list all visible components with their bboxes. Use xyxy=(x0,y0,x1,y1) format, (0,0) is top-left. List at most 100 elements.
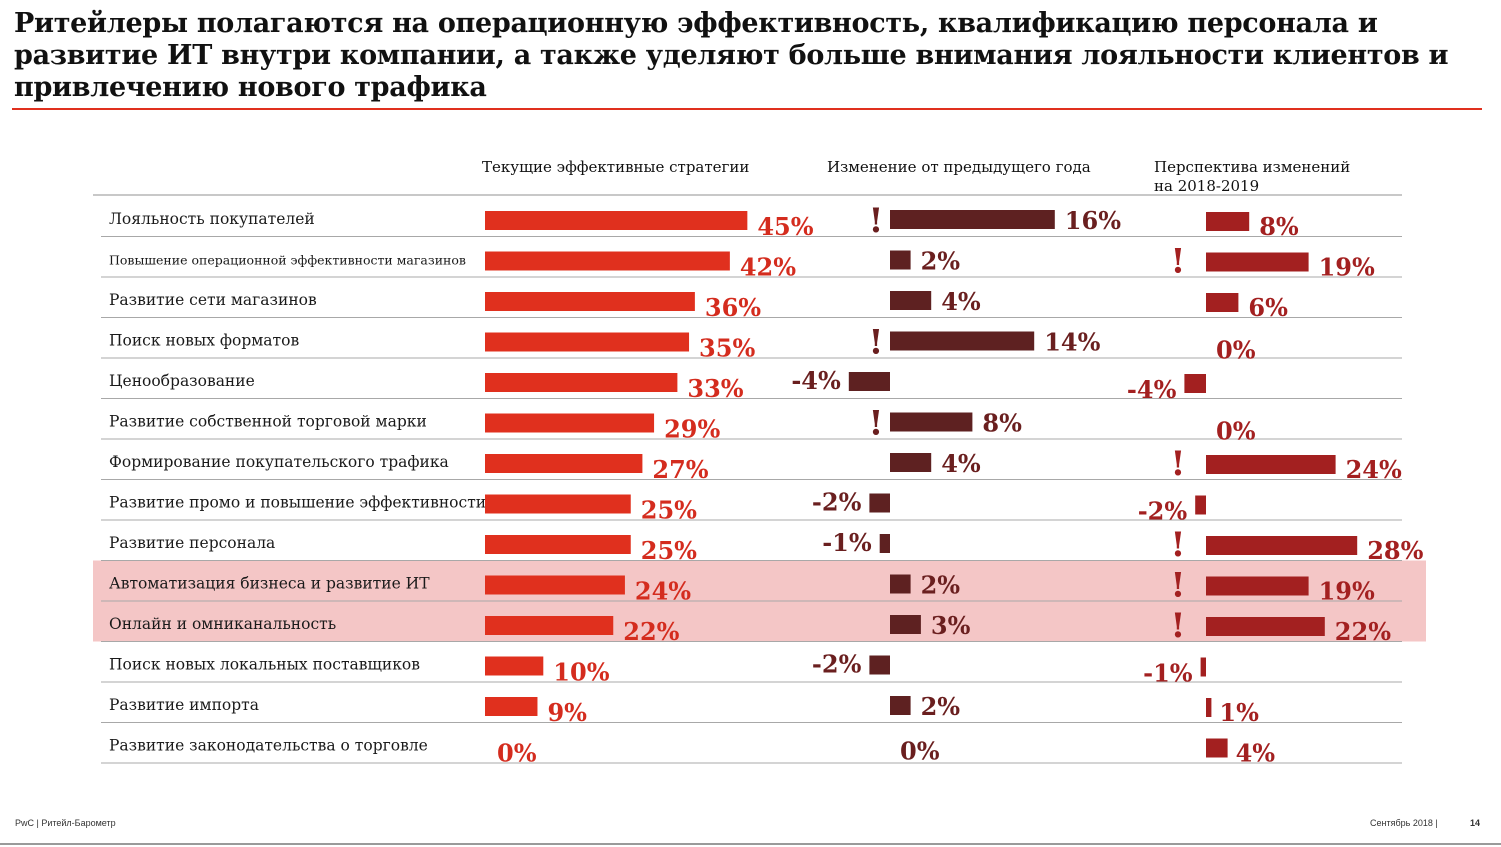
change-bar xyxy=(879,534,890,553)
category-label: Развитие собственной торговой марки xyxy=(109,413,427,431)
outlook-value-label: -2% xyxy=(1138,497,1188,526)
current-value-label: 24% xyxy=(635,577,691,606)
change-bar xyxy=(890,615,921,634)
outlook-alert-mark: ! xyxy=(1171,606,1186,646)
outlook-value-label: 6% xyxy=(1248,293,1288,322)
current-value-label: 0% xyxy=(497,739,537,768)
current-bar xyxy=(485,616,614,635)
category-label: Развитие персонала xyxy=(109,534,275,552)
change-alert-mark: ! xyxy=(869,201,884,241)
outlook-alert-mark: ! xyxy=(1171,444,1186,484)
change-alert-mark: ! xyxy=(869,404,884,444)
current-bar xyxy=(485,535,631,554)
outlook-value-label: -4% xyxy=(1127,375,1177,404)
change-bar xyxy=(890,210,1055,229)
change-value-label: -2% xyxy=(812,488,862,517)
outlook-value-label: 19% xyxy=(1319,253,1375,282)
change-bar xyxy=(869,655,890,675)
category-label: Онлайн и омниканальность xyxy=(109,615,336,633)
current-bar xyxy=(485,413,655,433)
column-header-outlook-line2: на 2018-2019 xyxy=(1154,177,1260,195)
category-label: Развитие законодательства о торговле xyxy=(109,737,428,755)
change-value-label: 4% xyxy=(941,449,981,478)
outlook-value-label: -1% xyxy=(1143,659,1193,688)
change-value-label: 2% xyxy=(921,692,961,721)
category-label: Развитие промо и повышение эффективности xyxy=(109,494,486,512)
current-value-label: 25% xyxy=(641,496,697,525)
change-bar xyxy=(869,493,890,513)
page-title: Ритейлеры полагаются на операционную эфф… xyxy=(14,8,1449,103)
current-value-label: 22% xyxy=(623,617,679,646)
column-header-outlook-line1: Перспектива изменений xyxy=(1154,158,1351,176)
outlook-value-label: 28% xyxy=(1367,536,1423,565)
change-bar xyxy=(890,250,911,270)
outlook-bar xyxy=(1206,252,1309,272)
outlook-bar xyxy=(1206,698,1212,717)
category-label: Развитие сети магазинов xyxy=(109,291,317,309)
current-value-label: 27% xyxy=(652,455,708,484)
outlook-bar xyxy=(1206,536,1358,555)
outlook-bar xyxy=(1206,212,1250,231)
column-header-outlook: Перспектива изменений на 2018-2019 xyxy=(1154,158,1350,196)
change-value-label: 2% xyxy=(921,247,961,276)
current-bar xyxy=(485,251,730,271)
current-value-label: 36% xyxy=(705,293,761,322)
current-value-label: 45% xyxy=(757,212,813,241)
change-bar xyxy=(890,696,911,715)
outlook-value-label: 0% xyxy=(1216,336,1256,365)
change-alert-mark: ! xyxy=(869,323,884,363)
current-bar xyxy=(485,494,631,514)
footer-source: PwC | Ритейл-Барометр xyxy=(15,818,116,828)
category-label: Поиск новых локальных поставщиков xyxy=(109,656,420,674)
current-value-label: 42% xyxy=(740,253,796,282)
outlook-bar xyxy=(1206,293,1239,312)
change-value-label: 4% xyxy=(941,287,981,316)
outlook-bar xyxy=(1206,576,1309,596)
current-value-label: 10% xyxy=(553,658,609,687)
change-value-label: -1% xyxy=(822,528,872,557)
outlook-value-label: 24% xyxy=(1346,455,1402,484)
category-label: Лояльность покупателей xyxy=(109,210,315,228)
current-bar xyxy=(485,292,695,311)
outlook-alert-mark: ! xyxy=(1171,566,1186,606)
current-bar xyxy=(485,373,678,392)
change-bar xyxy=(890,412,973,432)
page-number: 14 xyxy=(1470,818,1481,828)
current-value-label: 35% xyxy=(699,334,755,363)
outlook-value-label: 8% xyxy=(1259,212,1299,241)
outlook-bar xyxy=(1200,657,1206,677)
column-header-current: Текущие эффективные стратегии xyxy=(482,158,750,176)
category-label: Повышение операционной эффективности маг… xyxy=(109,253,466,268)
change-bar xyxy=(890,574,911,594)
current-value-label: 9% xyxy=(547,698,587,727)
category-label: Ценообразование xyxy=(109,372,255,390)
change-value-label: -2% xyxy=(812,650,862,679)
outlook-value-label: 19% xyxy=(1319,577,1375,606)
strategy-bar-chart: Лояльность покупателей 45% 16%! 8% Повышение… xyxy=(93,194,1426,768)
outlook-alert-mark: ! xyxy=(1171,525,1186,565)
change-bar xyxy=(890,453,932,472)
current-value-label: 33% xyxy=(687,374,743,403)
outlook-value-label: 1% xyxy=(1219,698,1259,727)
change-value-label: -4% xyxy=(791,366,841,395)
current-bar xyxy=(485,211,748,230)
category-label: Автоматизация бизнеса и развитие ИТ xyxy=(109,575,430,593)
outlook-bar xyxy=(1206,738,1228,758)
change-value-label: 3% xyxy=(931,611,971,640)
outlook-bar xyxy=(1184,374,1206,393)
change-value-label: 8% xyxy=(982,409,1022,438)
change-bar xyxy=(848,372,890,391)
outlook-bar xyxy=(1195,495,1206,515)
outlook-value-label: 22% xyxy=(1335,617,1391,646)
change-value-label: 2% xyxy=(921,571,961,600)
change-bar xyxy=(890,291,932,310)
current-value-label: 29% xyxy=(664,415,720,444)
current-bar xyxy=(485,454,643,473)
footer-rule xyxy=(0,843,1501,845)
title-underline xyxy=(12,108,1482,110)
category-label: Формирование покупательского трафика xyxy=(109,453,449,471)
footer-date: Сентябрь 2018 | xyxy=(1370,818,1438,828)
current-bar xyxy=(485,697,538,716)
change-value-label: 16% xyxy=(1065,206,1121,235)
current-bar xyxy=(485,575,625,595)
